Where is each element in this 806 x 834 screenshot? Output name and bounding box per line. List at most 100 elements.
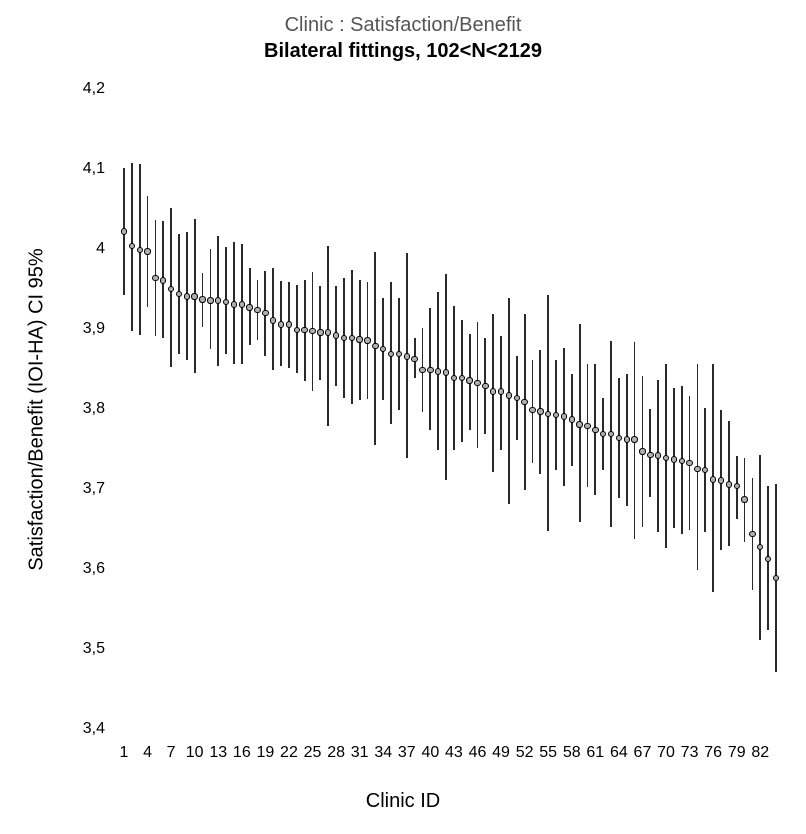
- y-tick-label: 3,4: [50, 720, 105, 738]
- x-tick-label: 34: [371, 744, 395, 762]
- data-marker: [584, 423, 590, 429]
- data-marker: [718, 477, 724, 483]
- data-marker: [215, 297, 221, 303]
- data-marker: [537, 408, 543, 414]
- y-tick-label: 3,8: [50, 400, 105, 418]
- data-marker: [506, 392, 512, 398]
- y-tick-label: 3,7: [50, 480, 105, 498]
- data-marker: [286, 321, 292, 327]
- data-marker: [427, 367, 433, 373]
- y-tick-label: 3,5: [50, 640, 105, 658]
- data-marker: [121, 228, 127, 234]
- data-marker: [592, 427, 598, 433]
- data-marker: [443, 369, 449, 375]
- x-tick-label: 31: [348, 744, 372, 762]
- data-marker: [356, 336, 362, 342]
- data-marker: [301, 327, 307, 333]
- data-marker: [710, 476, 716, 482]
- data-marker: [254, 307, 260, 313]
- data-marker: [137, 247, 143, 253]
- y-tick-label: 4: [50, 240, 105, 258]
- x-tick-label: 37: [395, 744, 419, 762]
- data-marker: [474, 380, 480, 386]
- x-tick-label: 1: [112, 744, 136, 762]
- data-marker: [372, 343, 378, 349]
- x-tick-label: 55: [536, 744, 560, 762]
- x-axis-label: Clinic ID: [0, 790, 806, 813]
- data-marker: [262, 310, 268, 316]
- x-tick-label: 13: [206, 744, 230, 762]
- data-marker: [239, 301, 245, 307]
- data-marker: [278, 321, 284, 327]
- x-tick-label: 22: [277, 744, 301, 762]
- x-tick-label: 52: [513, 744, 537, 762]
- data-marker: [364, 337, 370, 343]
- chart-title: Clinic : Satisfaction/Benefit: [0, 14, 806, 37]
- x-tick-label: 79: [725, 744, 749, 762]
- x-tick-label: 4: [136, 744, 160, 762]
- data-marker: [411, 356, 417, 362]
- data-marker: [333, 332, 339, 338]
- error-bar: [461, 320, 463, 442]
- data-marker: [246, 304, 252, 310]
- error-bar: [508, 298, 510, 504]
- x-tick-label: 70: [654, 744, 678, 762]
- data-marker: [498, 388, 504, 394]
- data-marker: [160, 277, 166, 283]
- data-marker: [655, 452, 661, 458]
- error-bar: [327, 246, 329, 426]
- data-marker: [482, 383, 488, 389]
- data-marker: [199, 296, 205, 302]
- chart-container: Clinic : Satisfaction/Benefit Bilateral …: [0, 0, 806, 834]
- data-marker: [404, 353, 410, 359]
- data-marker: [694, 466, 700, 472]
- y-tick-label: 4,1: [50, 160, 105, 178]
- x-tick-label: 64: [607, 744, 631, 762]
- data-marker: [639, 448, 645, 454]
- data-marker: [734, 483, 740, 489]
- data-marker: [741, 496, 747, 502]
- data-marker: [514, 395, 520, 401]
- x-tick-label: 10: [183, 744, 207, 762]
- x-tick-label: 67: [630, 744, 654, 762]
- data-marker: [671, 456, 677, 462]
- data-marker: [749, 531, 755, 537]
- data-marker: [521, 399, 527, 405]
- x-tick-label: 28: [324, 744, 348, 762]
- data-marker: [647, 452, 653, 458]
- data-marker: [207, 297, 213, 303]
- data-marker: [576, 421, 582, 427]
- x-tick-label: 61: [583, 744, 607, 762]
- x-tick-label: 25: [301, 744, 325, 762]
- data-marker: [726, 481, 732, 487]
- x-tick-label: 43: [442, 744, 466, 762]
- data-marker: [624, 436, 630, 442]
- x-tick-label: 49: [489, 744, 513, 762]
- x-tick-label: 82: [748, 744, 772, 762]
- x-tick-label: 58: [560, 744, 584, 762]
- y-tick-label: 4,2: [50, 80, 105, 98]
- data-marker: [152, 275, 158, 281]
- data-marker: [191, 293, 197, 299]
- data-marker: [231, 301, 237, 307]
- data-marker: [184, 293, 190, 299]
- data-marker: [317, 329, 323, 335]
- x-tick-label: 40: [418, 744, 442, 762]
- x-tick-label: 19: [253, 744, 277, 762]
- x-tick-label: 7: [159, 744, 183, 762]
- error-bar: [445, 274, 447, 480]
- data-marker: [144, 248, 150, 254]
- data-marker: [466, 377, 472, 383]
- data-marker: [561, 413, 567, 419]
- data-marker: [419, 367, 425, 373]
- x-tick-label: 73: [678, 744, 702, 762]
- y-tick-label: 3,9: [50, 320, 105, 338]
- data-marker: [529, 407, 535, 413]
- x-tick-label: 76: [701, 744, 725, 762]
- x-tick-label: 46: [465, 744, 489, 762]
- data-marker: [569, 416, 575, 422]
- data-marker: [349, 335, 355, 341]
- chart-subtitle: Bilateral fittings, 102<N<2129: [0, 40, 806, 63]
- y-axis-label: Satisfaction/Benefit (IOI-HA) CI 95%: [26, 90, 49, 730]
- data-marker: [309, 328, 315, 334]
